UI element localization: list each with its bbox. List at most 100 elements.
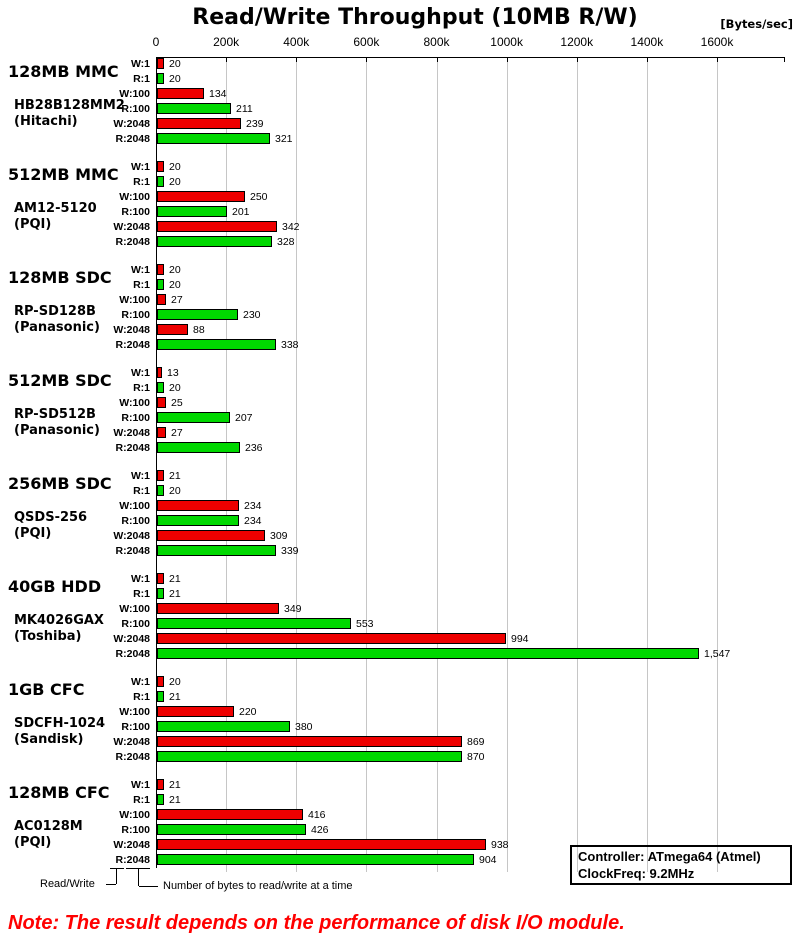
- bar-row-label: W:2048: [113, 221, 150, 233]
- gridline: [576, 58, 578, 868]
- write-bar: [157, 191, 245, 202]
- read-bar: [157, 279, 164, 290]
- bar-row-label: R:1: [133, 382, 150, 394]
- x-axis-tick: [226, 57, 228, 62]
- bar-row-label: R:100: [121, 721, 150, 733]
- group-name: 128MB CFC: [8, 783, 110, 802]
- write-bar: [157, 706, 234, 717]
- group-model: AM12-5120: [14, 201, 97, 216]
- bar-value-label: 321: [275, 133, 293, 145]
- bar-value-label: 211: [236, 103, 253, 115]
- read-bar: [157, 206, 227, 217]
- group-name: 128MB MMC: [8, 62, 119, 81]
- bar-value-label: 309: [270, 530, 288, 542]
- write-bar: [157, 676, 164, 687]
- bar-row-label: R:1: [133, 691, 150, 703]
- bar-row-label: R:100: [121, 412, 150, 424]
- group-model: MK4026GAX: [14, 613, 104, 628]
- group-brand: (Hitachi): [14, 114, 78, 129]
- bracket-vertical-rw: [116, 869, 117, 884]
- group-brand: (PQI): [14, 835, 52, 850]
- gridline: [506, 58, 508, 868]
- group-brand: (Toshiba): [14, 629, 82, 644]
- bar-row-label: W:1: [130, 676, 150, 688]
- bar-value-label: 938: [491, 839, 509, 851]
- bar-row-label: W:1: [130, 367, 150, 379]
- read-bar: [157, 545, 276, 556]
- read-bar: [157, 751, 462, 762]
- axis-unit-label: [Bytes/sec]: [720, 17, 793, 31]
- write-bar: [157, 779, 164, 790]
- bottom-axis-tick: [436, 868, 438, 872]
- bracket-underline-rw: [110, 868, 124, 869]
- bar-value-label: 380: [295, 721, 313, 733]
- bar-row-label: W:1: [130, 58, 150, 70]
- group-name: 512MB MMC: [8, 165, 119, 184]
- x-axis-tick-label: 1600k: [700, 35, 734, 49]
- write-bar: [157, 427, 166, 438]
- device-group: 40GB HDD MK4026GAX (Toshiba) W:1 21 R:1 21 W:10…: [0, 573, 800, 676]
- device-group: 256MB SDC QSDS-256 (PQI) W:1 21 R:1 20 W:100 234…: [0, 470, 800, 573]
- gridline: [296, 58, 298, 868]
- write-bar: [157, 294, 166, 305]
- bar-value-label: 349: [284, 603, 302, 615]
- device-group: 128MB MMC HB28B128MM2 (Hitachi) W:1 20 R:1 20 W…: [0, 58, 800, 161]
- bar-value-label: 20: [169, 279, 181, 291]
- bar-value-label: 207: [235, 412, 253, 424]
- group-model: SDCFH-1024: [14, 716, 106, 731]
- bar-row-label: R:2048: [115, 751, 150, 763]
- x-axis-tick-label: 1000k: [490, 35, 523, 49]
- bar-value-label: 339: [281, 545, 299, 557]
- read-bar: [157, 442, 240, 453]
- read-bar: [157, 176, 164, 187]
- bar-value-label: 236: [245, 442, 263, 454]
- write-bar: [157, 324, 188, 335]
- bar-value-label: 1,547: [704, 648, 731, 660]
- read-bar: [157, 824, 306, 835]
- bar-value-label: 20: [169, 176, 181, 188]
- bar-value-label: 328: [277, 236, 295, 248]
- bar-value-label: 904: [479, 854, 497, 866]
- bar-row-label: R:2048: [115, 854, 150, 866]
- bottom-axis-tick: [296, 868, 298, 872]
- group-brand: (Panasonic): [14, 423, 100, 438]
- write-bar: [157, 221, 277, 232]
- read-bar: [157, 103, 231, 114]
- x-axis-tick-label: 800k: [423, 35, 450, 49]
- bar-row-label: W:1: [130, 161, 150, 173]
- bar-row-label: R:1: [133, 73, 150, 85]
- read-bar: [157, 691, 164, 702]
- write-bar: [157, 573, 164, 584]
- read-bar: [157, 794, 164, 805]
- x-axis-tick-label: 600k: [353, 35, 380, 49]
- bar-row-label: W:100: [119, 603, 150, 615]
- read-bar: [157, 515, 239, 526]
- clockfreq-info-line: ClockFreq: 9.2MHz: [578, 866, 695, 881]
- gridline: [226, 58, 228, 868]
- bar-value-label: 20: [169, 485, 181, 497]
- bar-value-label: 994: [511, 633, 529, 645]
- bar-row-label: W:2048: [113, 839, 150, 851]
- bar-row-label: R:2048: [115, 545, 150, 557]
- read-bar: [157, 485, 164, 496]
- bar-value-label: 21: [169, 470, 181, 482]
- bar-row-label: W:100: [119, 397, 150, 409]
- write-bar: [157, 603, 279, 614]
- bar-row-label: W:2048: [113, 633, 150, 645]
- bar-value-label: 250: [250, 191, 268, 203]
- bar-value-label: 239: [246, 118, 264, 130]
- read-bar: [157, 648, 699, 659]
- bar-value-label: 21: [169, 588, 181, 600]
- read-bar: [157, 721, 290, 732]
- bar-value-label: 234: [244, 500, 262, 512]
- bar-row-label: R:1: [133, 588, 150, 600]
- bar-value-label: 230: [243, 309, 261, 321]
- bar-value-label: 201: [232, 206, 250, 218]
- read-bar: [157, 588, 164, 599]
- device-group: 128MB CFC AC0128M (PQI) W:1 21 R:1 21 W:100 416 R…: [0, 779, 800, 882]
- bar-row-label: W:100: [119, 88, 150, 100]
- bytes-legend-label: Number of bytes to read/write at a time: [163, 880, 353, 892]
- write-bar: [157, 809, 303, 820]
- bar-value-label: 338: [281, 339, 299, 351]
- bar-row-label: W:1: [130, 779, 150, 791]
